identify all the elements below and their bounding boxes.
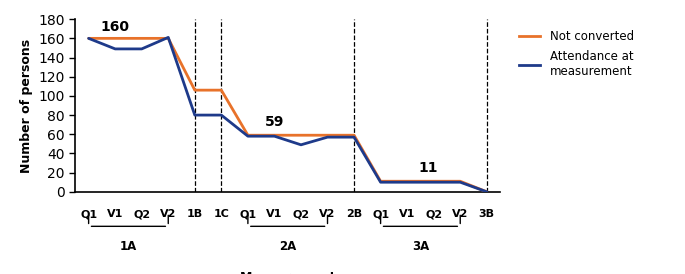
Text: 1B: 1B bbox=[187, 209, 203, 219]
Text: Q2: Q2 bbox=[133, 209, 150, 219]
Text: Q1: Q1 bbox=[80, 209, 97, 219]
Text: 160: 160 bbox=[101, 19, 129, 33]
Text: 2A: 2A bbox=[279, 240, 297, 253]
Text: 1A: 1A bbox=[120, 240, 137, 253]
Text: 3B: 3B bbox=[479, 209, 495, 219]
Text: 2B: 2B bbox=[346, 209, 362, 219]
Legend: Not converted, Attendance at
measurement: Not converted, Attendance at measurement bbox=[514, 25, 638, 82]
Text: V2: V2 bbox=[160, 209, 177, 219]
Text: 1C: 1C bbox=[214, 209, 229, 219]
Text: 3A: 3A bbox=[412, 240, 429, 253]
Text: Q1: Q1 bbox=[239, 209, 256, 219]
Text: Q2: Q2 bbox=[292, 209, 310, 219]
Text: Q1: Q1 bbox=[372, 209, 389, 219]
Text: V1: V1 bbox=[107, 209, 123, 219]
Y-axis label: Number of persons: Number of persons bbox=[20, 38, 33, 173]
Text: V2: V2 bbox=[319, 209, 336, 219]
Text: V2: V2 bbox=[452, 209, 469, 219]
Text: 59: 59 bbox=[264, 115, 284, 130]
Text: Measurement: Measurement bbox=[240, 271, 336, 274]
Text: V1: V1 bbox=[266, 209, 283, 219]
Text: 11: 11 bbox=[419, 161, 438, 176]
Text: V1: V1 bbox=[399, 209, 415, 219]
Text: Q2: Q2 bbox=[425, 209, 443, 219]
